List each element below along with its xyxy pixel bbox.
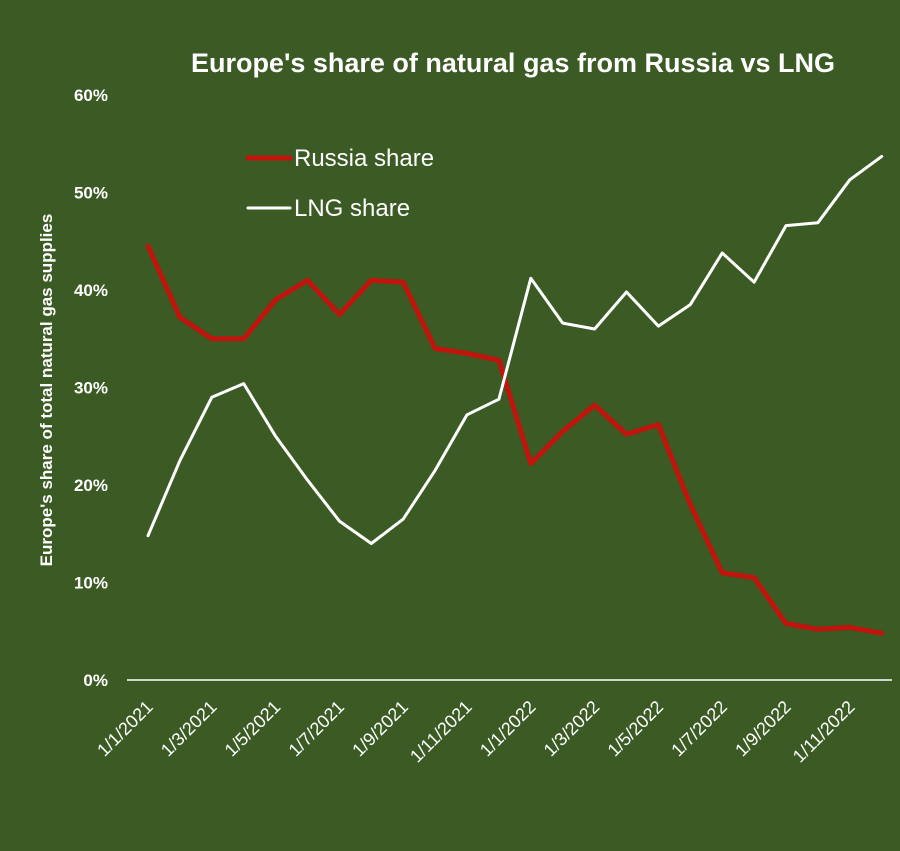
y-tick-label: 40%: [74, 281, 108, 300]
y-tick-label: 50%: [74, 184, 108, 203]
legend-label-russia: Russia share: [294, 145, 434, 172]
x-tick-label: 1/5/2022: [604, 697, 668, 761]
y-axis-ticks: 0% 10% 20% 30% 40% 50% 60%: [74, 86, 108, 690]
x-tick-label: 1/11/2021: [406, 697, 476, 767]
series-layer: [145, 154, 885, 636]
y-axis-label: Europe's share of total natural gas supp…: [37, 214, 56, 567]
russia-share-line: [145, 243, 885, 636]
legend: Russia share LNG share: [245, 145, 434, 222]
x-tick-label: 1/3/2022: [540, 697, 604, 761]
chart-title: Europe's share of natural gas from Russi…: [191, 48, 835, 78]
x-tick-label: 1/9/2021: [348, 697, 412, 761]
y-tick-label: 60%: [74, 86, 108, 105]
x-tick-label: 1/7/2021: [285, 697, 349, 761]
y-tick-label: 0%: [83, 671, 108, 690]
x-tick-label: 1/3/2021: [157, 697, 221, 761]
x-tick-label: 1/7/2022: [667, 697, 731, 761]
lng-share-line: [146, 154, 884, 545]
x-tick-label: 1/5/2021: [221, 697, 285, 761]
x-tick-label: 1/1/2022: [476, 697, 540, 761]
y-tick-label: 20%: [74, 476, 108, 495]
x-axis-ticks: 1/1/2021 1/3/2021 1/5/2021 1/7/2021 1/9/2021…: [93, 697, 858, 767]
x-tick-label: 1/9/2022: [731, 697, 795, 761]
x-tick-label: 1/11/2022: [789, 697, 859, 767]
x-tick-label: 1/1/2021: [93, 697, 157, 761]
y-tick-label: 10%: [74, 574, 108, 593]
legend-label-lng: LNG share: [294, 195, 410, 222]
y-tick-label: 30%: [74, 379, 108, 398]
